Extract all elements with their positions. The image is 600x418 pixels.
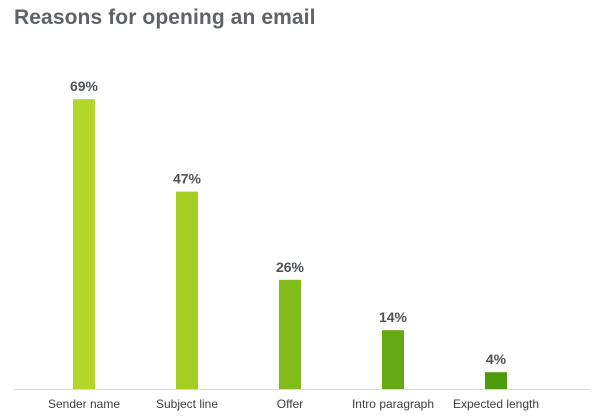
bars-group — [73, 99, 507, 389]
chart-title: Reasons for opening an email — [14, 6, 316, 29]
bar-subject-line — [176, 191, 198, 389]
category-label-intro-paragraph: Intro paragraph — [352, 397, 434, 411]
bar-expected-length — [485, 372, 507, 389]
value-label-subject-line: 47% — [173, 171, 202, 187]
value-label-offer: 26% — [276, 259, 305, 275]
value-label-expected-length: 4% — [486, 351, 507, 367]
value-label-intro-paragraph: 14% — [379, 309, 408, 325]
bar-sender-name — [73, 99, 95, 389]
category-label-subject-line: Subject line — [156, 397, 218, 411]
value-label-sender-name: 69% — [70, 78, 99, 94]
bar-offer — [279, 279, 301, 389]
category-labels-group: Sender name Subject line Offer Intro paragr… — [48, 397, 539, 411]
value-labels-group: 69% 47% 26% 14% 4% — [70, 78, 507, 367]
category-label-sender-name: Sender name — [48, 397, 120, 411]
bar-intro-paragraph — [382, 330, 404, 389]
category-label-expected-length: Expected length — [453, 397, 539, 411]
category-label-offer: Offer — [277, 397, 303, 411]
